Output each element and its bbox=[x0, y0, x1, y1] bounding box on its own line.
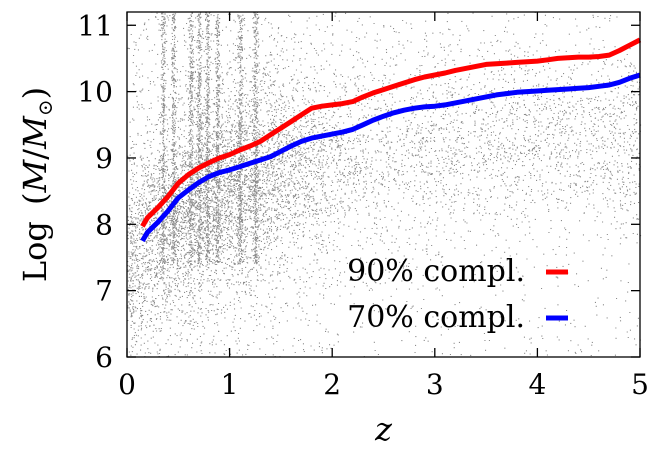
y-tick-label: 7 bbox=[95, 275, 113, 308]
series-line-70 bbox=[140, 72, 641, 243]
x-tick-label: 0 bbox=[118, 368, 136, 401]
x-tick-label: 3 bbox=[426, 368, 444, 401]
axis-tick-labels: 0 1 2 3 4 5 6 7 8 9 10 11 bbox=[77, 9, 649, 401]
y-tick-label: 10 bbox=[77, 76, 113, 109]
legend-label-90: 90% compl. bbox=[347, 254, 525, 289]
legend: 90% compl. 70% compl. bbox=[347, 254, 568, 335]
plot-frame bbox=[126, 11, 641, 358]
x-tick-label: 2 bbox=[323, 368, 341, 401]
series-line-90 bbox=[140, 37, 642, 228]
y-tick-label: 11 bbox=[77, 9, 113, 42]
y-axis-title: Log (M/M⊙) bbox=[16, 87, 57, 282]
y-tick-label: 6 bbox=[95, 341, 113, 374]
x-tick-label: 1 bbox=[221, 368, 239, 401]
scatter-points bbox=[127, 11, 642, 358]
galaxy-scatter-cloud bbox=[127, 11, 642, 358]
x-tick-label: 4 bbox=[528, 368, 546, 401]
legend-label-70: 70% compl. bbox=[347, 300, 525, 335]
y-tick-label: 9 bbox=[95, 142, 113, 175]
x-axis-title: z bbox=[374, 410, 393, 448]
y-tick-label: 8 bbox=[95, 208, 113, 241]
x-tick-label: 5 bbox=[631, 368, 649, 401]
axis-ticks bbox=[126, 12, 641, 358]
completeness-lines bbox=[140, 37, 642, 243]
